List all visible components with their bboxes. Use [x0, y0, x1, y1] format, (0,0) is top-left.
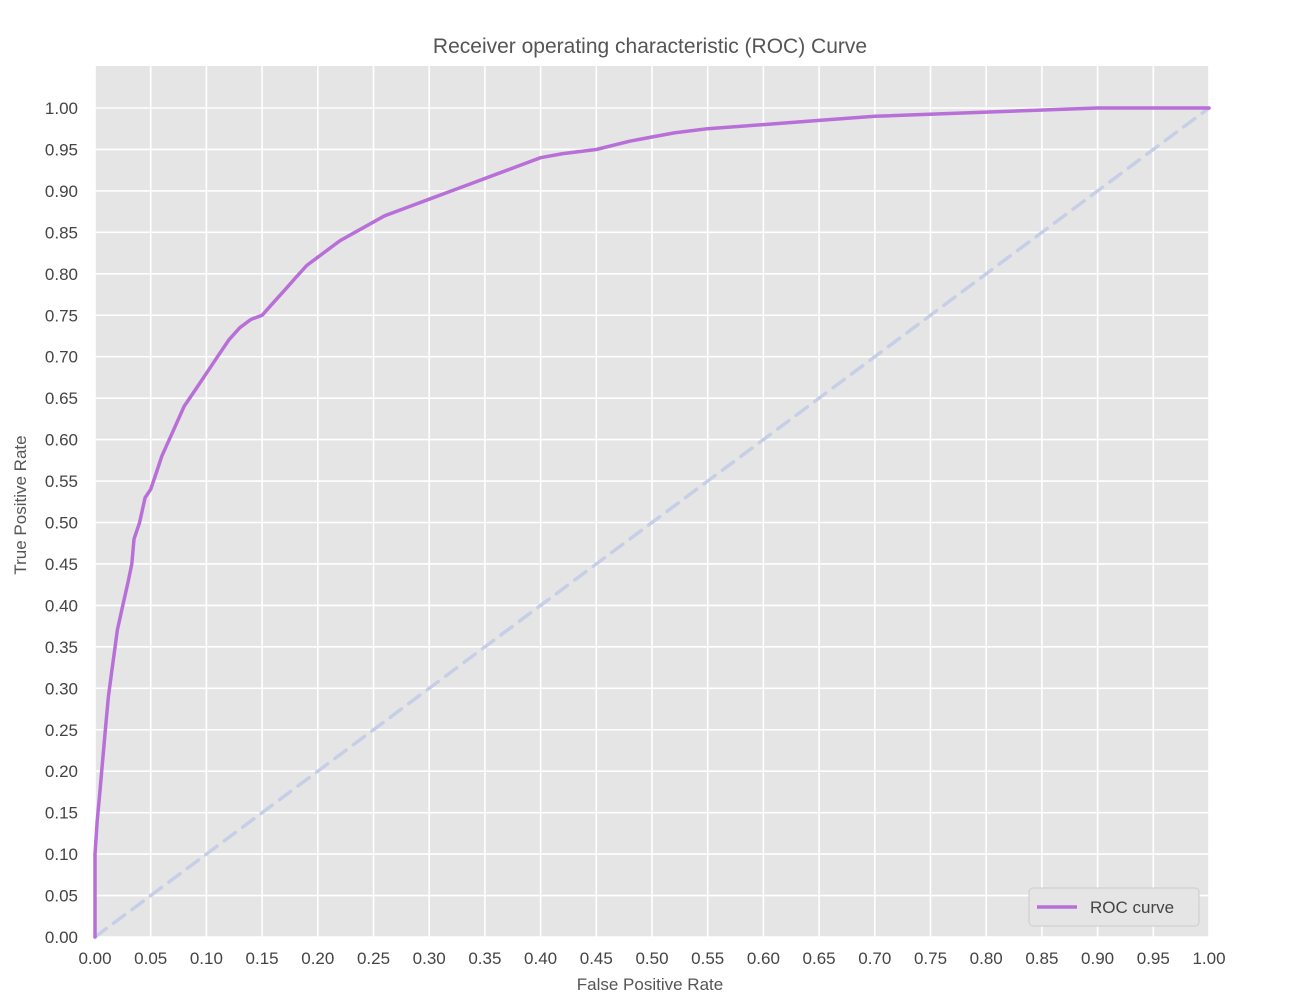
x-tick-label: 0.30	[413, 949, 446, 968]
x-tick-label: 0.10	[190, 949, 223, 968]
y-tick-label: 0.05	[45, 887, 78, 906]
y-tick-label: 0.20	[45, 762, 78, 781]
y-tick-label: 0.35	[45, 638, 78, 657]
x-tick-label: 0.90	[1081, 949, 1114, 968]
y-tick-label: 0.45	[45, 555, 78, 574]
x-tick-label: 0.95	[1137, 949, 1170, 968]
grid	[94, 66, 1210, 938]
x-axis-label: False Positive Rate	[577, 975, 723, 994]
y-axis-label: True Positive Rate	[11, 435, 30, 574]
legend-box	[1028, 887, 1200, 927]
y-tick-label: 0.00	[45, 928, 78, 947]
y-tick-label: 0.30	[45, 679, 78, 698]
y-tick-label: 0.60	[45, 431, 78, 450]
x-tick-label: 0.00	[78, 949, 111, 968]
y-tick-label: 0.70	[45, 348, 78, 367]
chance-diagonal-line	[93, 106, 1211, 939]
x-tick-label: 0.60	[747, 949, 780, 968]
x-tick-label: 0.20	[301, 949, 334, 968]
x-tick-label: 0.75	[914, 949, 947, 968]
x-tick-label: 0.80	[970, 949, 1003, 968]
y-tick-label: 0.10	[45, 845, 78, 864]
y-axis-ticks: 0.00 0.05 0.10 0.15 0.20 0.25 0.30 0.35 0.40 0.45…	[45, 99, 78, 947]
y-tick-label: 1.00	[45, 99, 78, 118]
x-tick-label: 0.25	[357, 949, 390, 968]
y-tick-label: 0.95	[45, 140, 78, 159]
chart-title: Receiver operating characteristic (ROC) …	[433, 35, 867, 58]
y-tick-label: 0.40	[45, 596, 78, 615]
y-tick-label: 0.90	[45, 182, 78, 201]
x-tick-label: 0.35	[468, 949, 501, 968]
x-tick-label: 0.70	[858, 949, 891, 968]
y-tick-label: 0.50	[45, 514, 78, 533]
x-tick-label: 0.65	[803, 949, 836, 968]
y-tick-label: 0.65	[45, 389, 78, 408]
roc-curve-line	[93, 106, 1211, 939]
legend-label-roc-curve: ROC curve	[1090, 898, 1174, 917]
y-tick-label: 0.75	[45, 306, 78, 325]
x-tick-label: 0.50	[635, 949, 668, 968]
x-tick-label: 0.55	[691, 949, 724, 968]
x-tick-label: 0.15	[246, 949, 279, 968]
y-tick-label: 0.55	[45, 472, 78, 491]
legend: ROC curve	[1028, 887, 1200, 927]
x-tick-label: 1.00	[1192, 949, 1225, 968]
y-tick-label: 0.15	[45, 804, 78, 823]
y-tick-label: 0.25	[45, 721, 78, 740]
y-tick-label: 0.85	[45, 223, 78, 242]
y-tick-label: 0.80	[45, 265, 78, 284]
x-tick-label: 0.45	[580, 949, 613, 968]
x-tick-label: 0.40	[524, 949, 557, 968]
x-tick-label: 0.85	[1025, 949, 1058, 968]
x-tick-label: 0.05	[134, 949, 167, 968]
series-layer	[93, 106, 1211, 939]
x-axis-ticks: 0.00 0.05 0.10 0.15 0.20 0.25 0.30 0.35 0.40 0.45…	[78, 949, 1225, 968]
